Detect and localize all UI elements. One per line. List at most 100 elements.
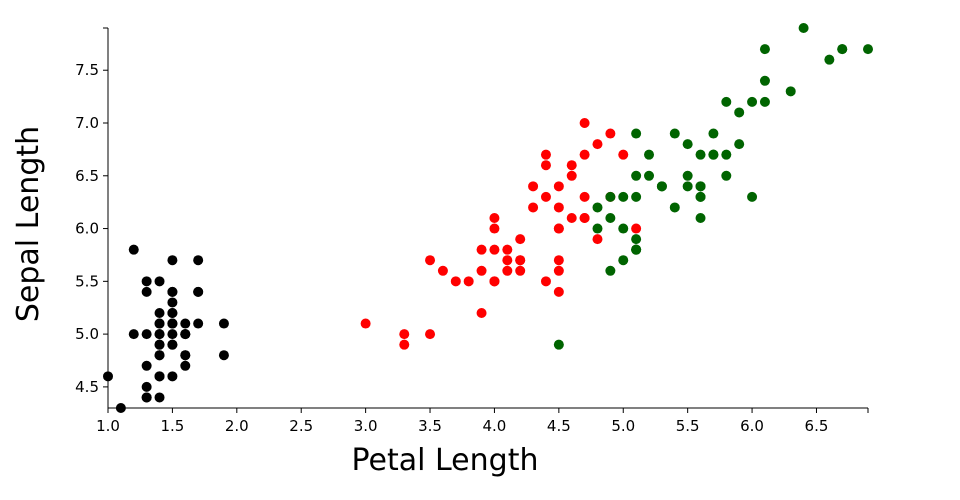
data-point (631, 244, 642, 255)
y-tick-label: 5.5 (75, 272, 99, 290)
x-tick-label: 4.5 (547, 417, 571, 435)
data-point (592, 202, 603, 213)
series-0 (103, 244, 229, 413)
data-point (128, 244, 139, 255)
data-point (425, 255, 436, 266)
data-point (515, 234, 526, 245)
data-point (734, 107, 745, 118)
data-point (863, 44, 873, 55)
x-tick-label: 5.5 (676, 417, 700, 435)
data-point (103, 371, 113, 382)
x-tick-label: 3.0 (354, 417, 378, 435)
data-point (180, 360, 191, 371)
data-point (154, 308, 165, 318)
data-point (180, 350, 191, 361)
data-point (734, 139, 745, 150)
data-point (528, 202, 539, 213)
x-tick-label: 4.0 (483, 417, 507, 435)
data-point (759, 44, 770, 55)
x-tick-label: 3.5 (418, 417, 442, 435)
y-tick-label: 5.0 (75, 325, 99, 343)
data-point (141, 286, 152, 297)
data-point (218, 318, 229, 329)
data-point (154, 371, 165, 382)
data-point (154, 276, 165, 287)
y-axis: 4.5 5.0 5.5 6.0 6.5 7.0 7.5 (75, 27, 109, 408)
data-point (785, 86, 796, 97)
data-point (167, 329, 178, 340)
data-point (463, 276, 474, 287)
data-point (167, 255, 178, 266)
data-point (618, 149, 629, 160)
y-tick-label: 6.0 (75, 220, 99, 238)
data-point (747, 96, 758, 107)
y-axis-title: Sepal Length (11, 126, 46, 322)
data-point (399, 329, 410, 340)
data-point (515, 265, 526, 276)
data-point (141, 392, 152, 403)
y-tick-label: 4.5 (75, 378, 99, 396)
data-point (193, 286, 204, 297)
data-point (489, 223, 500, 234)
data-point (528, 181, 539, 192)
data-point (682, 181, 693, 192)
data-point (618, 223, 629, 234)
data-point (579, 149, 590, 160)
data-point (605, 191, 616, 202)
data-point (695, 213, 706, 223)
data-point (798, 23, 809, 33)
data-point (631, 128, 642, 139)
y-tick-label: 6.5 (75, 167, 99, 185)
x-tick-label: 6.0 (740, 417, 764, 435)
y-tick-label: 7.5 (75, 61, 99, 79)
x-tick-label: 2.5 (289, 417, 313, 435)
x-tick-label: 5.0 (611, 417, 635, 435)
data-point (631, 191, 642, 202)
data-point (502, 244, 513, 255)
data-point (489, 213, 500, 223)
data-point (154, 318, 165, 329)
data-point (553, 255, 564, 266)
data-point (425, 329, 436, 340)
data-point (437, 265, 448, 276)
data-point (579, 118, 590, 128)
data-point (128, 329, 139, 340)
data-point (631, 223, 642, 234)
data-point (154, 339, 165, 350)
data-point (167, 339, 178, 350)
data-point (193, 318, 204, 329)
data-point (682, 139, 693, 150)
data-point (141, 381, 152, 392)
data-point (167, 308, 178, 318)
data-point (167, 286, 178, 297)
data-point (180, 318, 191, 329)
data-point (154, 329, 165, 340)
x-tick-label: 1.5 (160, 417, 184, 435)
data-point (154, 392, 165, 403)
data-point (566, 213, 577, 223)
data-point (631, 234, 642, 245)
data-point (656, 181, 667, 192)
data-point (141, 276, 152, 287)
data-point (695, 149, 706, 160)
data-point (721, 170, 732, 181)
data-point (747, 191, 758, 202)
data-point (167, 371, 178, 382)
data-point (154, 350, 165, 361)
data-point (579, 213, 590, 223)
data-point (566, 170, 577, 181)
data-point (553, 265, 564, 276)
data-point (399, 339, 410, 350)
data-point (579, 191, 590, 202)
data-point (592, 139, 603, 150)
data-point (515, 255, 526, 266)
data-point (476, 308, 487, 318)
data-point (502, 255, 513, 266)
data-point (553, 181, 564, 192)
data-point (695, 181, 706, 192)
data-point (592, 234, 603, 245)
data-point (141, 360, 152, 371)
data-point (540, 160, 551, 171)
data-point (167, 297, 178, 308)
